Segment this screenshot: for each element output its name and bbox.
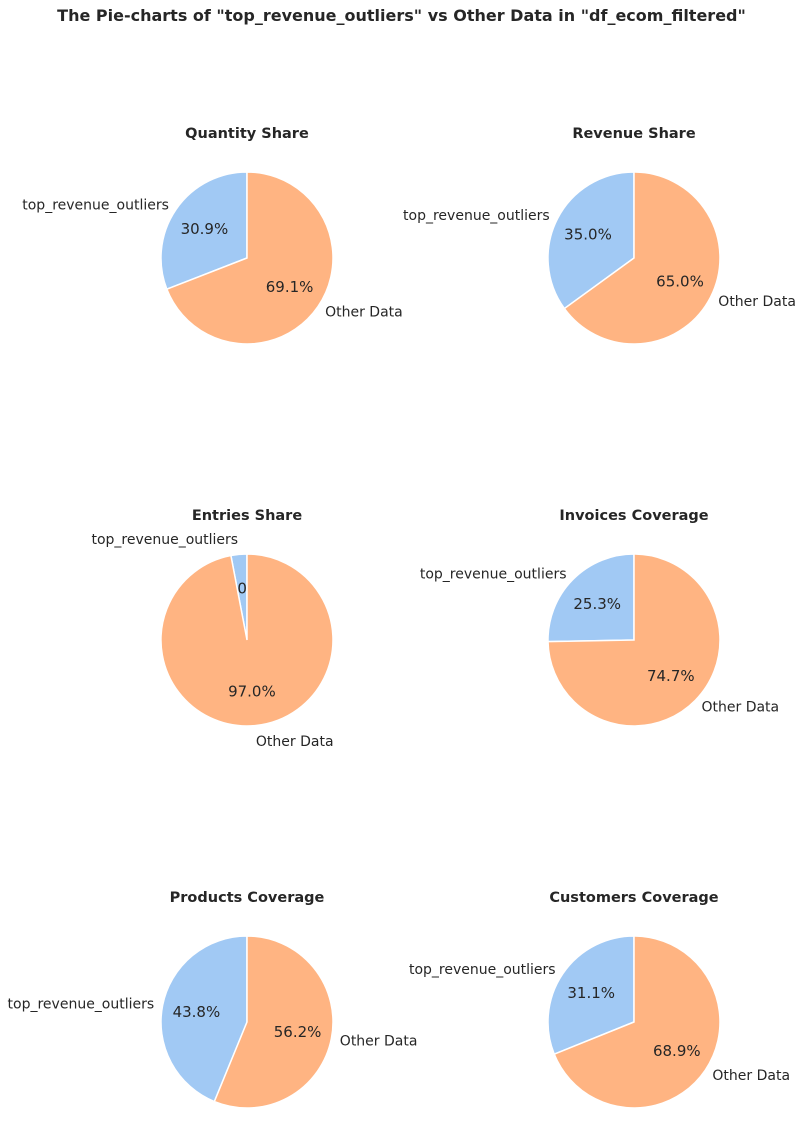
pie-chart-1: Quantity Share 30.9% top_revenue_outliers 6… — [22, 126, 403, 345]
pie-title: Products Coverage — [170, 890, 325, 906]
pie-chart-3: Entries Share3.0%top_revenue_outliers97.… — [91, 508, 334, 750]
slice-top-revenue-outliers — [160, 935, 248, 1103]
pie-title: Invoices Coverage — [559, 508, 708, 524]
slice-top-revenue-outliers — [160, 171, 248, 291]
slice-category-label: top_revenue_outliers — [91, 532, 238, 548]
slice-other-data — [165, 171, 334, 345]
slice-percent-label: 25.3% — [573, 595, 621, 613]
pie-title: Customers Coverage — [549, 890, 718, 906]
slice-category-label: top_revenue_outliers — [420, 567, 567, 583]
slice-category-label: Other Data — [718, 294, 796, 310]
pie-title: Entries Share — [192, 508, 302, 524]
slice-other-data — [563, 171, 721, 345]
slice-percent-label: 56.2% — [274, 1023, 322, 1041]
slice-other-data — [547, 553, 721, 727]
slice-category-label: Other Data — [712, 1068, 790, 1084]
pie-chart-2: Revenue Share 35.0% top_revenue_outliers 65… — [403, 126, 796, 345]
slice-percent-label: 35.0% — [564, 226, 612, 244]
pie-chart-4: Invoices Coverage 25.3% top_revenue_outlie… — [420, 508, 780, 727]
slice-percent-label: 97.0% — [228, 682, 276, 700]
pie-chart-5: Products Coverage 43.8% top_revenue_outlie… — [8, 890, 418, 1109]
slice-percent-label: 69.1% — [266, 278, 314, 296]
slice-percent-label: 30.9% — [181, 220, 229, 238]
slice-category-label: Other Data — [702, 699, 780, 715]
pie-title: Quantity Share — [185, 126, 309, 142]
slice-category-label: Other Data — [325, 304, 403, 320]
slice-other-data — [213, 935, 334, 1109]
slice-percent-label: 68.9% — [653, 1042, 701, 1060]
slice-category-label: top_revenue_outliers — [403, 208, 550, 224]
slice-percent-label: 43.8% — [173, 1003, 221, 1021]
slice-category-label: top_revenue_outliers — [409, 962, 556, 978]
slice-top-revenue-outliers — [547, 553, 635, 643]
slice-category-label: top_revenue_outliers — [8, 997, 155, 1013]
slice-category-label: Other Data — [340, 1033, 418, 1049]
slice-other-data — [553, 935, 721, 1109]
pie-chart-6: Customers Coverage 31.1% top_revenue_outli… — [409, 890, 790, 1109]
slice-top-revenue-outliers — [547, 171, 635, 310]
figure-title: The Pie-charts of "top_revenue_outliers"… — [57, 6, 746, 25]
slice-percent-label: 74.7% — [647, 667, 695, 685]
slice-percent-label: 65.0% — [656, 272, 704, 290]
slice-top-revenue-outliers — [547, 935, 635, 1056]
slice-category-label: Other Data — [256, 734, 334, 750]
pie-title: Revenue Share — [572, 126, 696, 142]
slice-category-label: top_revenue_outliers — [22, 198, 169, 214]
slice-other-data — [160, 553, 334, 727]
slice-percent-label: 31.1% — [567, 984, 615, 1002]
